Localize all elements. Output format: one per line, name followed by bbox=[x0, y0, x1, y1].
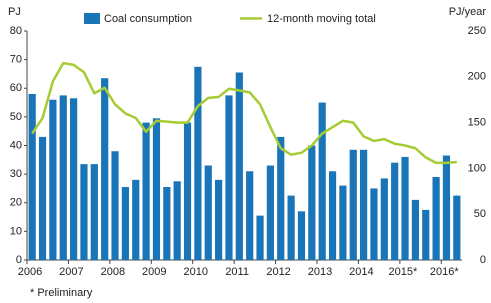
bar bbox=[225, 95, 233, 260]
y-tick-label: 60 bbox=[10, 82, 22, 94]
bar bbox=[204, 165, 212, 260]
bar bbox=[287, 195, 295, 260]
y-tick-label: 70 bbox=[10, 54, 22, 66]
bar bbox=[308, 145, 316, 260]
bar bbox=[101, 78, 109, 260]
bar bbox=[277, 136, 285, 260]
x-tick-label: 2012 bbox=[266, 266, 290, 278]
x-tick-label: 2009 bbox=[142, 266, 166, 278]
bar bbox=[183, 122, 192, 260]
bar bbox=[80, 164, 88, 260]
x-tick-label: 2016* bbox=[430, 266, 459, 278]
bar bbox=[380, 178, 388, 260]
bar bbox=[453, 195, 461, 260]
bar bbox=[442, 155, 451, 260]
y2-tick-label: 100 bbox=[468, 162, 486, 174]
bar bbox=[411, 199, 419, 260]
x-tick-label: 2010 bbox=[183, 266, 207, 278]
bar bbox=[121, 187, 129, 260]
y-tick-label: 50 bbox=[10, 111, 22, 123]
bar bbox=[391, 162, 399, 260]
bar bbox=[318, 102, 326, 260]
bar bbox=[349, 149, 357, 260]
bar bbox=[266, 165, 274, 260]
y2-axis-label: PJ/year bbox=[449, 6, 487, 18]
y-tick-label: 10 bbox=[10, 225, 22, 237]
legend-label: Coal consumption bbox=[104, 13, 192, 25]
bar bbox=[246, 171, 254, 260]
y-tick-label: 40 bbox=[10, 139, 22, 151]
bar bbox=[59, 95, 67, 260]
bar bbox=[28, 93, 36, 260]
y-axis-label: PJ bbox=[8, 6, 21, 18]
bar bbox=[401, 156, 409, 260]
x-tick-label: 2008 bbox=[101, 266, 125, 278]
x-tick-label: 2007 bbox=[59, 266, 83, 278]
y2-tick-label: 200 bbox=[468, 71, 486, 83]
x-tick-label: 2013 bbox=[308, 266, 332, 278]
bar bbox=[70, 98, 78, 260]
x-tick-label: 2014 bbox=[349, 266, 373, 278]
y-tick-label: 30 bbox=[10, 168, 22, 180]
x-tick-label: 2015* bbox=[388, 266, 417, 278]
bar bbox=[328, 171, 337, 260]
bar bbox=[173, 181, 181, 260]
legend-swatch bbox=[84, 13, 100, 24]
bar bbox=[90, 164, 98, 260]
bar bbox=[256, 215, 264, 260]
y-tick-label: 20 bbox=[10, 197, 22, 209]
line bbox=[31, 61, 457, 165]
x-tick-label: 2006 bbox=[18, 266, 42, 278]
bar bbox=[38, 136, 47, 260]
x-tick-label: 2011 bbox=[225, 266, 249, 278]
y2-tick-label: 50 bbox=[474, 208, 486, 220]
bar bbox=[194, 66, 202, 260]
bar bbox=[360, 149, 368, 260]
bar bbox=[235, 72, 243, 260]
bar bbox=[422, 209, 430, 260]
bar bbox=[339, 185, 347, 260]
y2-tick-label: 250 bbox=[468, 25, 486, 37]
bar bbox=[152, 118, 161, 261]
footnote: * Preliminary bbox=[30, 287, 93, 299]
bar bbox=[215, 179, 223, 260]
bar bbox=[142, 122, 150, 260]
bar bbox=[111, 151, 119, 260]
y-tick-label: 80 bbox=[10, 25, 22, 37]
legend-label: 12-month moving total bbox=[267, 13, 376, 25]
bar bbox=[49, 99, 57, 260]
bar bbox=[132, 179, 140, 260]
y2-tick-label: 0 bbox=[480, 254, 486, 266]
bar bbox=[370, 188, 378, 260]
y2-tick-label: 150 bbox=[468, 117, 486, 129]
bar bbox=[297, 211, 306, 260]
y-tick-label: 0 bbox=[16, 254, 22, 266]
bar bbox=[163, 187, 171, 260]
bar bbox=[432, 176, 440, 260]
